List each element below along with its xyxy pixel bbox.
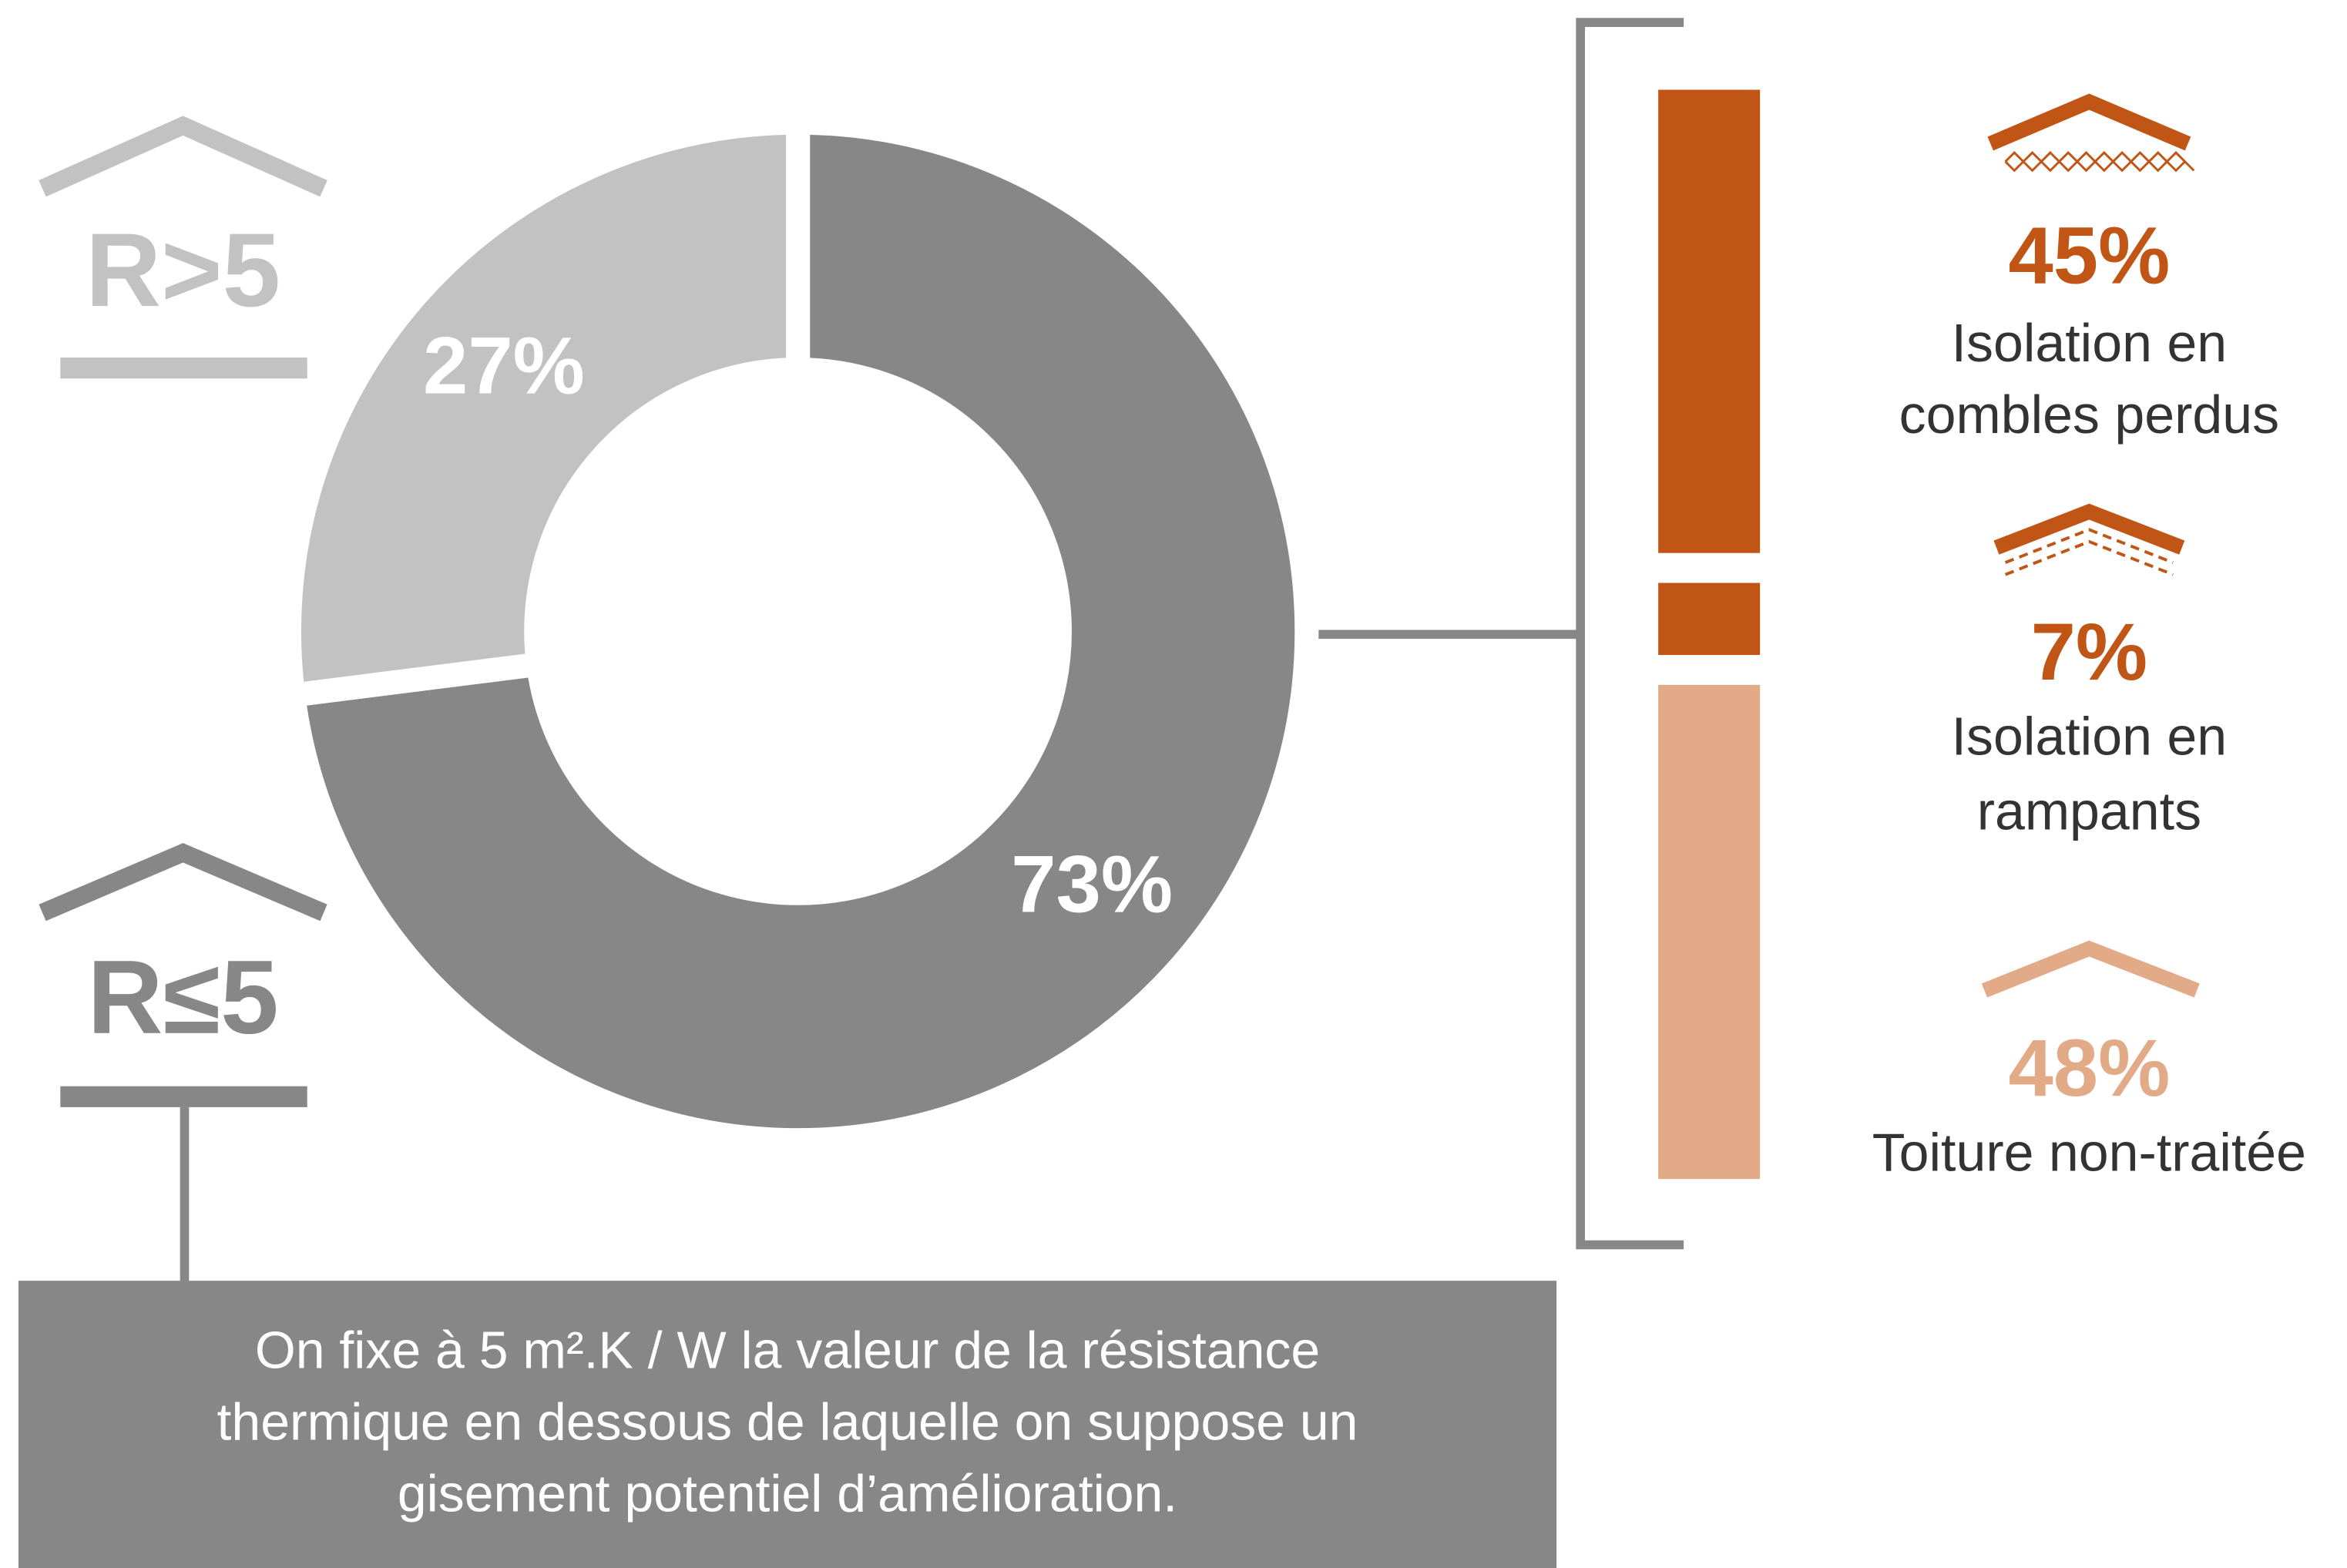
roof-icon bbox=[1981, 940, 2200, 998]
bar-segment bbox=[1658, 583, 1761, 656]
category-label: R>5 bbox=[86, 211, 280, 328]
category-label: Toiture non-traitée bbox=[1872, 1122, 2306, 1182]
note-box bbox=[18, 1281, 1557, 1568]
category-label: combles perdus bbox=[1899, 384, 2279, 445]
floor-icon bbox=[60, 1086, 307, 1107]
roof-icon bbox=[39, 116, 327, 197]
category-label: Isolation en bbox=[1952, 707, 2227, 767]
bar-segment bbox=[1658, 89, 1761, 553]
category-label: rampants bbox=[1977, 781, 2201, 841]
donut-slice bbox=[277, 110, 811, 709]
value-label: 45% bbox=[2008, 211, 2170, 301]
value-label: 73% bbox=[1011, 840, 1173, 930]
value-label: 48% bbox=[2008, 1023, 2170, 1113]
note-line: thermique en dessous de laquelle on supp… bbox=[217, 1392, 1358, 1451]
donut-slice bbox=[280, 110, 1319, 1153]
roof-icon bbox=[1987, 93, 2191, 151]
value-label: 27% bbox=[423, 321, 585, 411]
value-label: 7% bbox=[2031, 607, 2148, 697]
insulation-icon bbox=[2004, 151, 2195, 173]
note-line: gisement potentiel d’amélioration. bbox=[398, 1465, 1177, 1523]
category-label: R≤5 bbox=[87, 938, 278, 1056]
category-label: Isolation en bbox=[1952, 313, 2227, 373]
insulation-icon bbox=[2004, 528, 2174, 576]
bar-segment bbox=[1658, 684, 1761, 1180]
note-line: On fixe à 5 m².K / W la valeur de la rés… bbox=[255, 1321, 1320, 1379]
floor-icon bbox=[60, 358, 307, 379]
roof-icon bbox=[1993, 503, 2185, 555]
roof-icon bbox=[39, 843, 327, 922]
